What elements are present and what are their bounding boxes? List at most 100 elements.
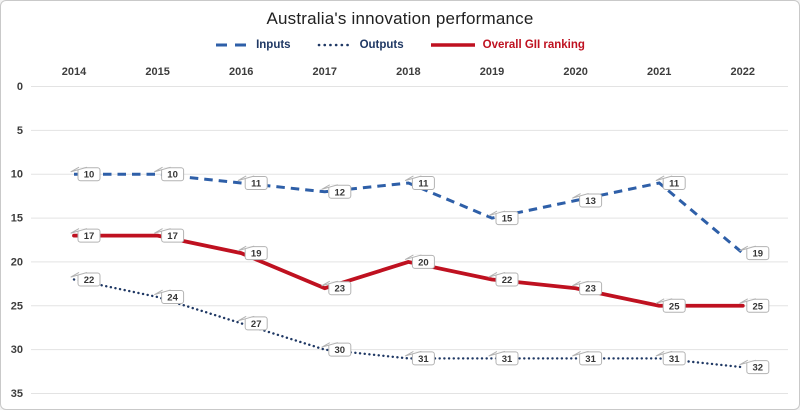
data-label-box [77, 228, 101, 243]
data-label-box [495, 351, 519, 366]
legend-label-overall-gii: Overall GII ranking [482, 39, 585, 51]
legend-item-outputs: Outputs [317, 39, 404, 51]
data-label-value: 32 [753, 363, 764, 374]
series-line-inputs [74, 172, 744, 255]
data-label-pointer [655, 350, 673, 357]
data-label-value: 25 [669, 301, 680, 312]
data-label-value: 10 [84, 170, 95, 181]
data-label-value: 25 [753, 301, 764, 312]
data-label-pointer [70, 166, 88, 173]
outputs-dotted-line-sample [317, 43, 353, 47]
data-label-box [161, 167, 185, 182]
data-label-pointer [739, 359, 756, 366]
data-label-box [746, 246, 770, 261]
x-axis-year-label: 2016 [229, 66, 253, 78]
data-label-value: 23 [335, 284, 346, 295]
legend-item-inputs: Inputs [215, 39, 291, 51]
data-label-box [77, 272, 101, 287]
data-label-pointer [321, 184, 338, 190]
data-label-pointer [70, 228, 88, 234]
data-label-box [161, 290, 185, 305]
data-label-box [579, 193, 603, 208]
data-label-pointer [488, 350, 506, 357]
y-axis-tick-label: 0 [17, 81, 23, 93]
x-axis-year-label: 2018 [396, 66, 420, 78]
y-axis-tick-label: 20 [11, 256, 23, 268]
data-label-box [328, 281, 352, 296]
data-label-pointer [655, 175, 673, 181]
data-label-pointer [321, 280, 338, 287]
data-label-value: 31 [418, 354, 429, 365]
x-axis-year-label: 2014 [62, 66, 87, 78]
data-label-box [244, 316, 268, 331]
chart-legend: Inputs Outputs Overall GII ranking [1, 39, 799, 51]
data-label-value: 22 [84, 275, 95, 286]
data-label-value: 15 [502, 214, 513, 225]
data-label-value: 19 [753, 249, 764, 260]
data-label-pointer [739, 245, 756, 252]
data-label-pointer [404, 350, 422, 357]
data-label-value: 24 [167, 293, 178, 304]
data-label-box [77, 167, 101, 182]
data-label-pointer [154, 228, 171, 234]
inputs-dashed-line-sample [216, 43, 249, 47]
data-label-pointer [237, 175, 255, 181]
series-line-overall-gii-ranking [72, 233, 745, 308]
y-axis-tick-label: 30 [11, 344, 23, 356]
data-label-box [662, 298, 686, 313]
data-label-pointer [572, 193, 589, 199]
chart-title: Australia's innovation performance [266, 9, 534, 28]
data-label-box [662, 175, 686, 190]
data-label-pointer [739, 298, 756, 304]
data-label-value: 31 [585, 354, 596, 365]
data-label-value: 30 [335, 345, 346, 356]
data-label-value: 19 [251, 249, 262, 260]
data-label-box [328, 184, 352, 199]
data-label-pointer [237, 315, 255, 322]
x-axis-year-label: 2021 [647, 66, 671, 78]
data-label-box [411, 254, 435, 269]
data-label-box [244, 175, 268, 190]
y-axis-tick-label: 10 [11, 169, 23, 181]
data-label-value: 10 [167, 170, 178, 181]
data-label-value: 31 [502, 354, 513, 365]
data-label-box [411, 351, 435, 366]
data-label-box [244, 246, 268, 261]
data-label-value: 12 [335, 187, 346, 198]
data-label-box [495, 272, 519, 287]
data-label-pointer [321, 342, 338, 348]
y-axis-tick-label: 5 [17, 125, 23, 137]
y-axis-tick-label: 35 [11, 388, 23, 400]
x-axis-year-label: 2019 [480, 66, 504, 78]
data-label-pointer [572, 280, 589, 287]
data-label-pointer [70, 271, 88, 278]
data-label-box [495, 211, 519, 226]
data-label-pointer [572, 350, 589, 357]
data-label-pointer [655, 298, 673, 304]
data-label-value: 23 [585, 284, 596, 295]
x-axis-year-label: 2015 [145, 66, 169, 78]
data-label-box [746, 298, 770, 313]
data-label-pointer [237, 245, 255, 252]
data-label-value: 17 [167, 231, 178, 242]
data-label-pointer [404, 254, 422, 260]
data-label-pointer [154, 289, 171, 296]
data-label-pointer [488, 210, 506, 217]
x-axis-year-label: 2020 [563, 66, 587, 78]
data-label-value: 11 [251, 178, 262, 189]
legend-label-inputs: Inputs [256, 39, 291, 51]
legend-item-overall-gii: Overall GII ranking [430, 39, 585, 51]
data-label-box [579, 351, 603, 366]
data-label-pointer [154, 166, 171, 173]
data-label-value: 22 [502, 275, 513, 286]
data-label-value: 11 [418, 178, 429, 189]
data-label-value: 13 [585, 196, 596, 207]
data-label-box [411, 175, 435, 190]
data-label-value: 20 [418, 257, 429, 268]
data-label-pointer [488, 271, 506, 278]
legend-label-outputs: Outputs [359, 39, 404, 51]
data-label-box [662, 351, 686, 366]
data-label-pointer [404, 175, 422, 181]
